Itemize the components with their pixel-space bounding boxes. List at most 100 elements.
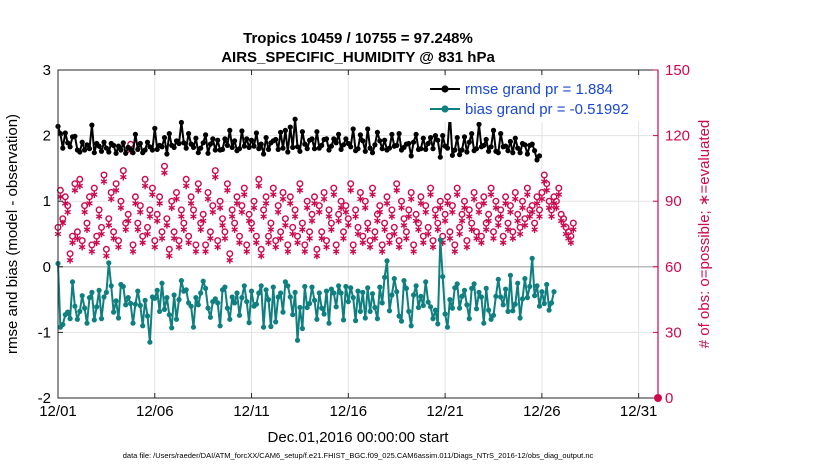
- obs_possible-point: [359, 232, 367, 240]
- obs_possible-point: [516, 223, 524, 231]
- obs_possible-point: [172, 188, 180, 196]
- obs_evaluated-point: [253, 239, 260, 247]
- asterisk-stroke: [415, 227, 422, 232]
- bias-point: [142, 297, 148, 303]
- obs_possible-point: [146, 206, 154, 214]
- obs_possible-point: [344, 215, 352, 223]
- rmse-point: [256, 146, 262, 152]
- asterisk-stroke: [81, 209, 88, 215]
- rmse-point: [444, 145, 451, 151]
- asterisk-stroke: [197, 227, 205, 232]
- rmse-point: [263, 135, 269, 141]
- obs_evaluated-point: [511, 195, 519, 203]
- rmse-point: [331, 136, 337, 142]
- bias-point: [512, 301, 518, 307]
- asterisk-stroke: [100, 179, 108, 184]
- x-tick-label: 12/11: [233, 403, 269, 420]
- obs_possible-point: [352, 206, 360, 214]
- asterisk-stroke: [366, 244, 374, 250]
- obs_evaluated-point: [120, 173, 127, 181]
- rmse-point: [60, 145, 66, 151]
- rmse-point: [265, 146, 272, 152]
- y-tick-label-left: 0: [43, 259, 51, 276]
- obs_evaluated-point: [478, 239, 485, 247]
- bias-point: [115, 315, 122, 321]
- bias-point: [125, 295, 131, 301]
- rmse-point: [507, 138, 513, 145]
- bias-point: [362, 315, 368, 321]
- asterisk-stroke: [461, 205, 468, 211]
- obs_possible-point: [240, 184, 248, 192]
- rmse-point: [287, 124, 293, 130]
- bias-point: [299, 325, 305, 332]
- legend-rmse-marker: [441, 85, 449, 93]
- obs_evaluated-point: [95, 213, 103, 220]
- obs_evaluated-point: [69, 239, 76, 247]
- obs_evaluated-point: [376, 208, 384, 216]
- obs_possible-point: [296, 180, 304, 188]
- asterisk-stroke: [420, 240, 427, 246]
- rmse-point: [311, 146, 318, 152]
- obs_evaluated-point: [122, 226, 130, 233]
- rmse-point: [62, 130, 68, 136]
- rmse-point: [113, 150, 119, 156]
- asterisk-stroke: [495, 222, 502, 228]
- obs_possible-point: [400, 215, 408, 223]
- asterisk-stroke: [374, 218, 381, 224]
- x-axis-label: Dec.01,2016 00:00:00 start: [268, 429, 450, 446]
- asterisk-stroke: [451, 249, 459, 254]
- obs_evaluated-point: [277, 235, 284, 242]
- asterisk-stroke: [311, 201, 318, 206]
- bias-point: [311, 297, 318, 303]
- asterisk-stroke: [335, 218, 342, 224]
- rmse-point: [304, 146, 310, 152]
- asterisk-stroke: [521, 222, 529, 228]
- bias-point: [128, 300, 134, 307]
- obs_evaluated-point: [226, 256, 234, 264]
- asterisk-stroke: [277, 236, 284, 241]
- obs_possible-point: [209, 202, 217, 210]
- obs_possible-point: [269, 184, 277, 192]
- asterisk-stroke: [240, 192, 248, 197]
- bias-point: [374, 316, 380, 322]
- bias-point: [369, 291, 376, 297]
- obs_possible-point: [523, 184, 531, 192]
- asterisk-stroke: [482, 227, 490, 232]
- obs_evaluated-point: [161, 169, 168, 177]
- obs_evaluated-point: [434, 226, 442, 233]
- legend-bias-marker: [441, 105, 449, 113]
- obs_evaluated-point: [245, 217, 253, 225]
- bias-point: [316, 290, 322, 296]
- obs_possible-point: [204, 188, 212, 196]
- bias-point: [159, 280, 165, 286]
- asterisk-stroke: [156, 201, 163, 206]
- obs_possible-point: [313, 245, 321, 253]
- obs_evaluated-point: [149, 191, 156, 198]
- rmse-point: [123, 150, 129, 156]
- obs_evaluated-point: [538, 195, 546, 203]
- bias-point: [413, 283, 419, 289]
- obs_possible-point: [376, 202, 384, 210]
- rmse-point: [154, 146, 160, 152]
- obs-series-group: [54, 140, 662, 402]
- rmse-point: [91, 150, 97, 156]
- rmse-point: [195, 150, 201, 156]
- obs_possible-point: [477, 232, 485, 240]
- bias-point: [280, 309, 286, 315]
- obs_evaluated-point: [308, 217, 316, 225]
- obs_evaluated-point: [185, 239, 192, 247]
- rmse-point: [379, 146, 385, 152]
- rmse-point: [396, 131, 402, 137]
- asterisk-stroke: [531, 227, 538, 232]
- rmse-point: [149, 147, 155, 153]
- obs_possible-point: [419, 232, 427, 240]
- obs_evaluated-point: [163, 221, 171, 229]
- asterisk-stroke: [545, 205, 553, 211]
- obs_evaluated-point: [487, 191, 495, 198]
- obs_evaluated-point: [524, 191, 531, 198]
- asterisk-stroke: [432, 214, 439, 219]
- bias-point: [495, 276, 501, 282]
- rmse-point: [193, 135, 199, 141]
- rmse-point: [142, 147, 148, 153]
- obs_evaluated-point: [427, 191, 434, 198]
